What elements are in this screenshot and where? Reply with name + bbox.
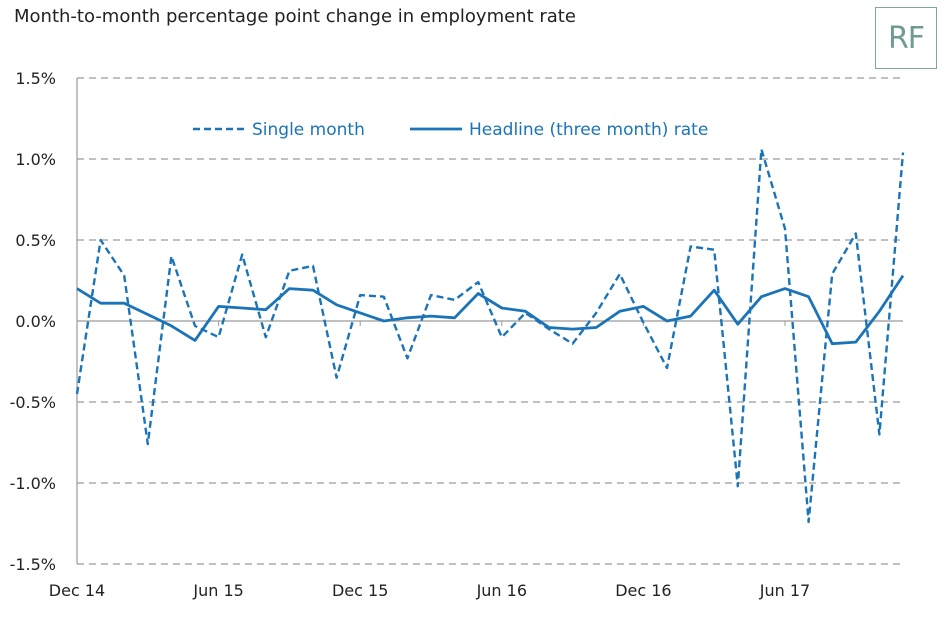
y-axis-tick-labels: 1.5% 1.0% 0.5% 0.0% -0.5% -1.0% -1.5%	[10, 69, 56, 574]
x-tick-label: Jun 15	[192, 581, 243, 600]
grid-lines	[77, 77, 903, 565]
x-tick-label: Jun 16	[476, 581, 527, 600]
axes	[76, 78, 903, 564]
y-tick-label: 0.0%	[15, 312, 56, 331]
y-tick-label: 1.5%	[15, 69, 56, 88]
x-tick-label: Jun 17	[759, 581, 810, 600]
x-axis-tick-labels: Dec 14 Jun 15 Dec 15 Jun 16 Dec 16 Jun 17	[49, 581, 810, 600]
y-tick-label: -1.0%	[10, 474, 56, 493]
legend-headline-rate-label: Headline (three month) rate	[469, 120, 708, 140]
y-tick-label: 0.5%	[15, 231, 56, 250]
x-tick-label: Dec 15	[332, 581, 388, 600]
legend-single-month-label: Single month	[252, 120, 365, 140]
chart-title: Month-to-month percentage point change i…	[14, 6, 576, 27]
y-tick-label: -1.5%	[10, 555, 56, 574]
legend: Single month Headline (three month) rate	[193, 120, 708, 140]
series-lines	[75, 148, 905, 524]
single-month-line	[75, 148, 905, 524]
rf-logo: RF	[875, 7, 937, 69]
x-tick-label: Dec 14	[49, 581, 105, 600]
y-tick-label: 1.0%	[15, 150, 56, 169]
y-tick-label: -0.5%	[10, 393, 56, 412]
headline-rate-line	[76, 274, 905, 346]
x-tick-label: Dec 16	[615, 581, 671, 600]
